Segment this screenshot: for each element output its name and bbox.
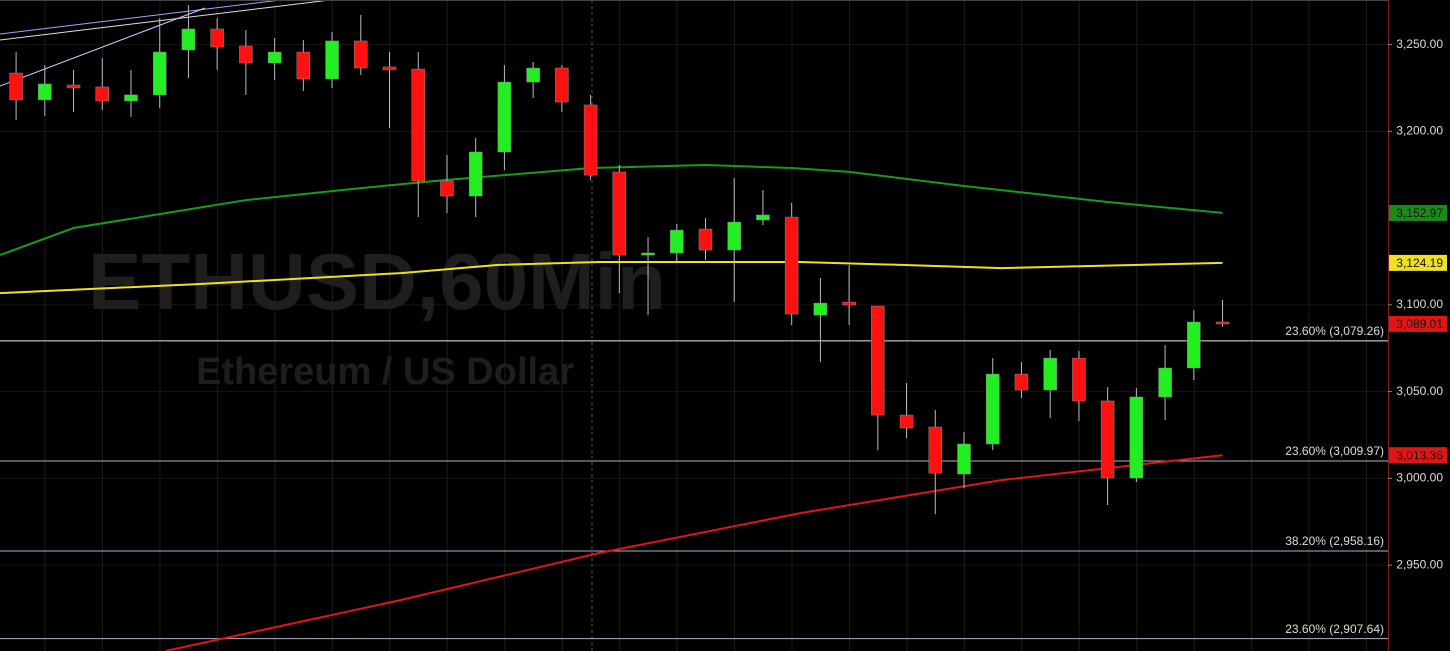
candle-body (756, 214, 770, 221)
price-label: 3,152.97 (1396, 206, 1443, 220)
candle-body (267, 51, 282, 64)
candle-body (354, 40, 368, 69)
candle-body (411, 68, 425, 182)
y-tick-label: 3,250.00 (1396, 37, 1443, 51)
y-tick-label: 3,050.00 (1396, 384, 1443, 398)
candle-body (784, 216, 799, 315)
candle-body (1187, 321, 1201, 369)
y-tick-label: 3,000.00 (1396, 471, 1443, 485)
candle-body (1215, 321, 1230, 325)
price-label: 3,013.36 (1396, 448, 1443, 462)
candle-body (698, 228, 713, 251)
candle-body (468, 151, 483, 197)
fib-label: 23.60% (3,079.26) (1285, 324, 1384, 338)
candle-body (1100, 400, 1115, 479)
candle-body (1158, 367, 1172, 398)
candle-body (325, 40, 339, 80)
candle-body (152, 51, 167, 96)
candle-body (727, 221, 741, 251)
watermark-subtitle: Ethereum / US Dollar (196, 351, 574, 393)
fib-label: 23.60% (3,009.97) (1285, 444, 1384, 458)
candle-body (670, 229, 684, 254)
candle-body (124, 94, 138, 102)
trend-line (0, 0, 331, 41)
y-tick-label: 3,100.00 (1396, 297, 1443, 311)
candle-body (210, 28, 224, 48)
price-label: 3,089.01 (1396, 317, 1443, 331)
candle-body (9, 72, 23, 101)
candle-body (813, 302, 828, 316)
y-tick-label: 2,950.00 (1396, 557, 1443, 571)
price-label-box (1389, 204, 1447, 221)
watermark-title: ETHUSD,60Min (88, 237, 666, 326)
candle-body (1072, 357, 1086, 402)
candle-body (239, 45, 253, 64)
candle-body (555, 67, 569, 103)
candle-body (871, 305, 885, 416)
candle-body (440, 180, 454, 197)
price-label-box (1389, 254, 1447, 271)
fib-label: 38.20% (2,958.16) (1285, 534, 1384, 548)
candle-body (612, 171, 627, 256)
candle-body (985, 373, 1000, 445)
candle-body (66, 84, 81, 89)
candle-body (1043, 357, 1057, 391)
candle-body (928, 426, 943, 474)
candle-body (1129, 396, 1144, 479)
candle-body (526, 67, 540, 83)
candle-body (842, 301, 856, 306)
candle-body (382, 66, 397, 71)
candle-body (296, 51, 311, 80)
moving-average (165, 454, 1223, 651)
candle-body (497, 81, 512, 153)
candle-body (38, 83, 52, 101)
candle-body (1014, 373, 1029, 391)
candle-body (181, 28, 196, 51)
price-label: 3,124.19 (1396, 256, 1443, 270)
candle-body (583, 104, 598, 176)
candle-body (641, 252, 655, 256)
trend-line (0, 7, 206, 87)
candle-body (957, 443, 971, 475)
fib-label: 23.60% (2,907.64) (1285, 622, 1384, 636)
price-label-box (1389, 447, 1447, 464)
candle-body (899, 414, 914, 429)
moving-average (0, 163, 1223, 257)
moving-average (0, 261, 1223, 295)
candle-body (95, 86, 110, 102)
y-tick-label: 3,200.00 (1396, 124, 1443, 138)
price-label-box (1389, 315, 1447, 332)
